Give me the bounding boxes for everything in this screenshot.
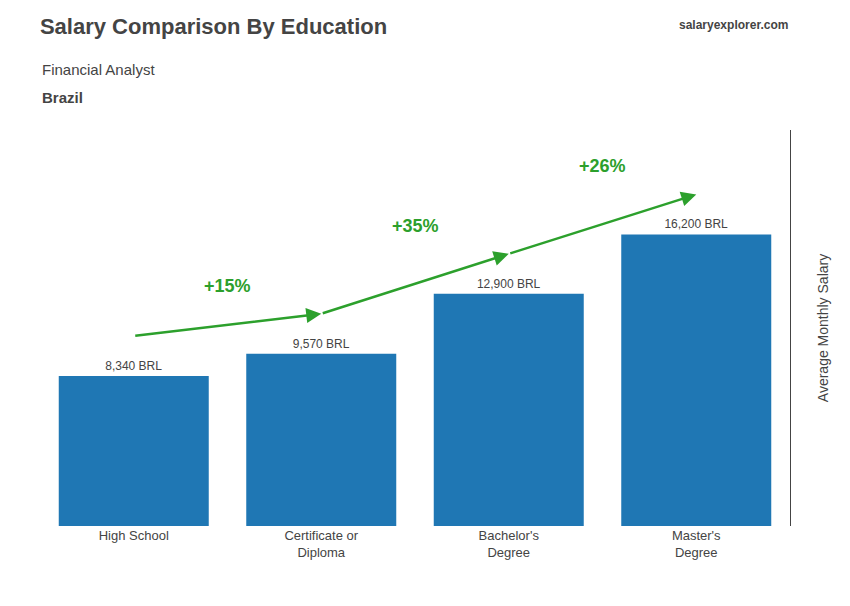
svg-text:16,200 BRL: 16,200 BRL [664,217,728,231]
svg-text:Certificate orDiploma: Certificate orDiploma [284,528,358,560]
svg-text:+35%: +35% [392,216,439,236]
svg-text:9,570 BRL: 9,570 BRL [293,337,350,351]
svg-text:+15%: +15% [204,276,251,296]
svg-text:+26%: +26% [579,156,626,176]
svg-text:salaryexplorer.com: salaryexplorer.com [679,18,788,32]
svg-text:Master'sDegree: Master'sDegree [672,528,721,560]
svg-text:High School: High School [99,528,169,543]
svg-text:12,900 BRL: 12,900 BRL [477,277,541,291]
svg-text:Bachelor'sDegree: Bachelor'sDegree [479,528,540,560]
svg-text:Financial Analyst: Financial Analyst [42,61,155,78]
svg-text:Brazil: Brazil [42,89,83,106]
svg-text:Average Monthly Salary: Average Monthly Salary [815,254,831,402]
svg-text:8,340 BRL: 8,340 BRL [105,359,162,373]
svg-text:Salary Comparison By Education: Salary Comparison By Education [40,14,387,39]
